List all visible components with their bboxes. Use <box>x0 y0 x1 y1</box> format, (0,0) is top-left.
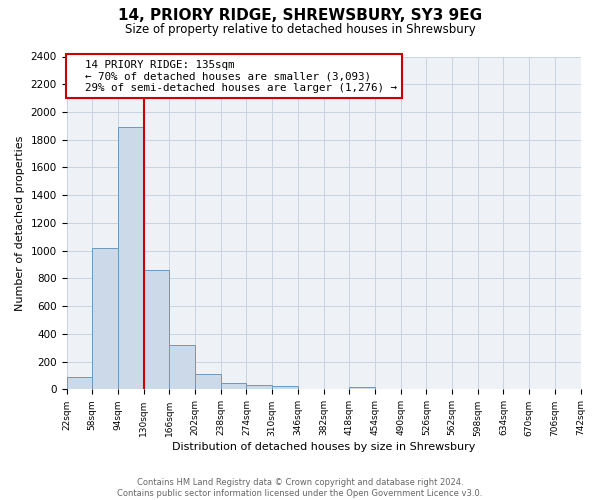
Bar <box>67 377 92 390</box>
Bar <box>118 128 143 390</box>
Text: 14 PRIORY RIDGE: 135sqm
  ← 70% of detached houses are smaller (3,093)
  29% of : 14 PRIORY RIDGE: 135sqm ← 70% of detache… <box>71 60 397 93</box>
Bar <box>92 248 118 390</box>
Text: Size of property relative to detached houses in Shrewsbury: Size of property relative to detached ho… <box>125 22 475 36</box>
Text: 14, PRIORY RIDGE, SHREWSBURY, SY3 9EG: 14, PRIORY RIDGE, SHREWSBURY, SY3 9EG <box>118 8 482 22</box>
Bar <box>247 384 272 390</box>
X-axis label: Distribution of detached houses by size in Shrewsbury: Distribution of detached houses by size … <box>172 442 475 452</box>
Bar <box>169 345 195 390</box>
Bar <box>143 270 169 390</box>
Bar <box>272 386 298 390</box>
Y-axis label: Number of detached properties: Number of detached properties <box>15 136 25 310</box>
Text: Contains HM Land Registry data © Crown copyright and database right 2024.
Contai: Contains HM Land Registry data © Crown c… <box>118 478 482 498</box>
Bar <box>195 374 221 390</box>
Bar <box>221 382 247 390</box>
Bar <box>349 388 375 390</box>
